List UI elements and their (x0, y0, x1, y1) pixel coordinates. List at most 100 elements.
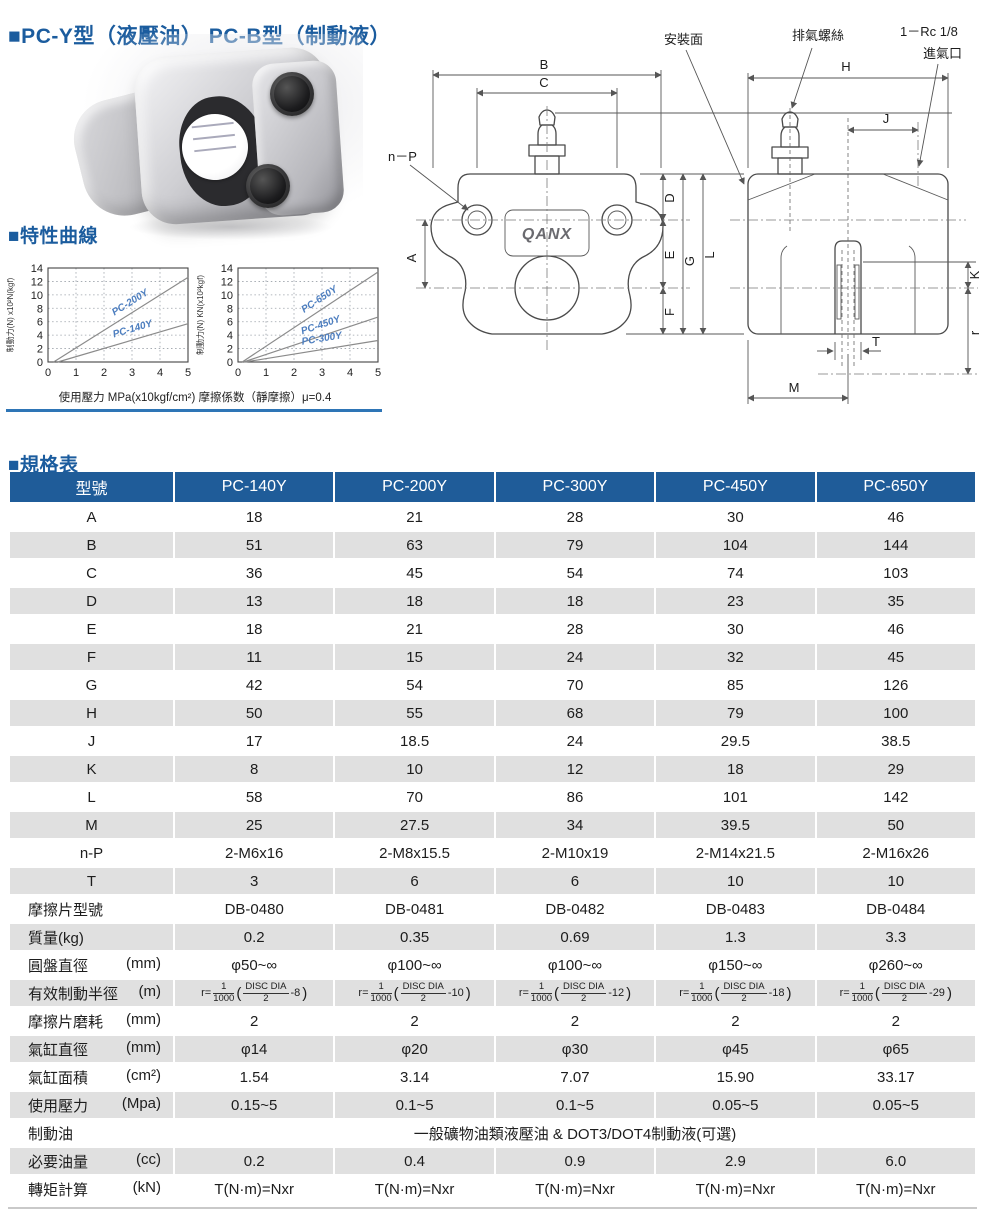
spec-row-label: 必要油量 (cc) (10, 1148, 173, 1174)
spec-value: r= 1 1000(DISC DIA 2 -18) (656, 980, 815, 1006)
spec-value: 24 (495, 644, 655, 670)
spec-value: 2 (335, 1008, 494, 1034)
spec-value: 0.05~5 (816, 1092, 975, 1118)
spec-row-label: H (10, 700, 173, 726)
dim-label-F: F (662, 308, 677, 316)
spec-value: 63 (335, 532, 494, 558)
spec-value: 6.0 (816, 1148, 975, 1174)
spec-value: 18.5 (335, 728, 494, 754)
spec-value: φ14 (175, 1036, 334, 1062)
spec-value: 55 (335, 700, 494, 726)
spec-col-header: PC-450Y (656, 472, 815, 502)
spec-value: 101 (656, 784, 815, 810)
spec-value: 18 (495, 588, 655, 614)
label-mount-face: 安裝面 (664, 32, 703, 47)
spec-row-label: 摩擦片磨耗 (mm) (10, 1008, 173, 1034)
spec-value: T(N·m)=Nxr (175, 1176, 334, 1202)
dim-label-A: A (404, 253, 419, 262)
x-tick-label: 1 (263, 367, 269, 379)
spec-row-label: L (10, 784, 173, 810)
spec-row-label: B (10, 532, 173, 558)
spec-value: 2 (656, 1008, 815, 1034)
spec-value: 70 (335, 784, 494, 810)
spec-value: DB-0481 (335, 896, 494, 922)
spec-value: r= 1 1000(DISC DIA 2 -12) (495, 980, 655, 1006)
spec-row: 摩擦片型號 DB-0480 DB-0481 DB-0482 DB-0483 DB-0484 (10, 896, 975, 922)
spec-col-header: PC-140Y (175, 472, 334, 502)
label-inlet-thread: 1－Rc 1/8 (900, 24, 958, 39)
series-line-PC-300Y (244, 339, 379, 363)
spec-row: 圓盤直徑 (mm) φ50~∞ φ100~∞ φ100~∞ φ150~∞ φ260~∞ (10, 952, 975, 978)
label-n-P: n－P (388, 149, 417, 164)
spec-value: 54 (495, 560, 655, 586)
section-title-curves: ■特性曲線 (8, 225, 98, 247)
y-tick-label: 0 (37, 357, 43, 369)
x-tick-label: 0 (45, 367, 51, 379)
spec-value: 38.5 (816, 728, 975, 754)
chart-x-axis-caption: 使用壓力 MPa(x10kgf/cm²) 摩擦係数（靜摩擦）μ=0.4 (58, 392, 332, 404)
spec-row-label: 圓盤直徑 (mm) (10, 952, 173, 978)
spec-row-label: n-P (10, 840, 173, 866)
spec-value: 74 (656, 560, 815, 586)
spec-value: φ100~∞ (495, 952, 655, 978)
label-inlet-port: 進氣口 (923, 46, 962, 61)
x-tick-label: 1 (73, 367, 79, 379)
dim-label-K: K (967, 270, 982, 279)
chamfer-right (882, 173, 949, 201)
x-tick-label: 3 (129, 367, 135, 379)
spec-row-label: 有效制動半徑 (m) (10, 980, 173, 1006)
spec-value: 32 (656, 644, 815, 670)
spec-value: 10 (335, 756, 494, 782)
spec-value: 104 (656, 532, 815, 558)
y-tick-label: 6 (227, 317, 233, 329)
spec-value: 0.05~5 (656, 1092, 815, 1118)
bolt-hole-left-inner (467, 210, 487, 230)
spec-value: 142 (816, 784, 975, 810)
spec-value: φ20 (335, 1036, 494, 1062)
spec-row: E 18 21 28 30 46 (10, 616, 975, 642)
spec-value: 0.15~5 (175, 1092, 334, 1118)
spec-value: 126 (816, 672, 975, 698)
spec-row: D 13 18 18 23 35 (10, 588, 975, 614)
side-view: H J K r T M (730, 59, 982, 404)
spec-value: DB-0483 (656, 896, 815, 922)
y-tick-label: 14 (31, 263, 43, 275)
spec-row-label: C (10, 560, 173, 586)
y-tick-label: 4 (227, 330, 233, 342)
spec-value: DB-0484 (816, 896, 975, 922)
chamfer-left (747, 173, 816, 201)
spec-value: 0.4 (335, 1148, 494, 1174)
spec-value: 28 (495, 616, 655, 642)
spec-value: 46 (816, 504, 975, 530)
spec-row: 摩擦片磨耗 (mm) 2 2 2 2 2 (10, 1008, 975, 1034)
spec-row: A 18 21 28 30 46 (10, 504, 975, 530)
spec-value: 6 (495, 868, 655, 894)
dim-label-H: H (841, 59, 850, 74)
bleed-screw-leader (790, 47, 813, 109)
spec-value: 13 (175, 588, 334, 614)
spec-value: 10 (656, 868, 815, 894)
spec-row-label: 氣缸直徑 (mm) (10, 1036, 173, 1062)
table-bottom-border (8, 1207, 977, 1209)
spec-value: 100 (816, 700, 975, 726)
spec-value: 6 (335, 868, 494, 894)
nipple-hex-side (771, 146, 809, 159)
spec-row-label: 使用壓力 (Mpa) (10, 1092, 173, 1118)
spec-row: 有效制動半徑 (m) r= 1 1000(DISC DIA 2 -8) r= 1 1000(DIS… (10, 980, 975, 1006)
y-tick-label: 4 (37, 330, 43, 342)
spec-row-label: J (10, 728, 173, 754)
dim-label-D: D (662, 193, 677, 202)
product-photo (58, 34, 363, 240)
spec-value: 2.9 (656, 1148, 815, 1174)
spec-row-label: A (10, 504, 173, 530)
spec-row-label: 氣缸面積 (cm²) (10, 1064, 173, 1090)
plot-frame (47, 267, 189, 363)
spec-row-label: 摩擦片型號 (10, 896, 173, 922)
spec-value: 0.2 (175, 1148, 334, 1174)
spec-value: 21 (335, 504, 494, 530)
dim-label-E: E (662, 250, 677, 259)
spec-value: φ45 (656, 1036, 815, 1062)
